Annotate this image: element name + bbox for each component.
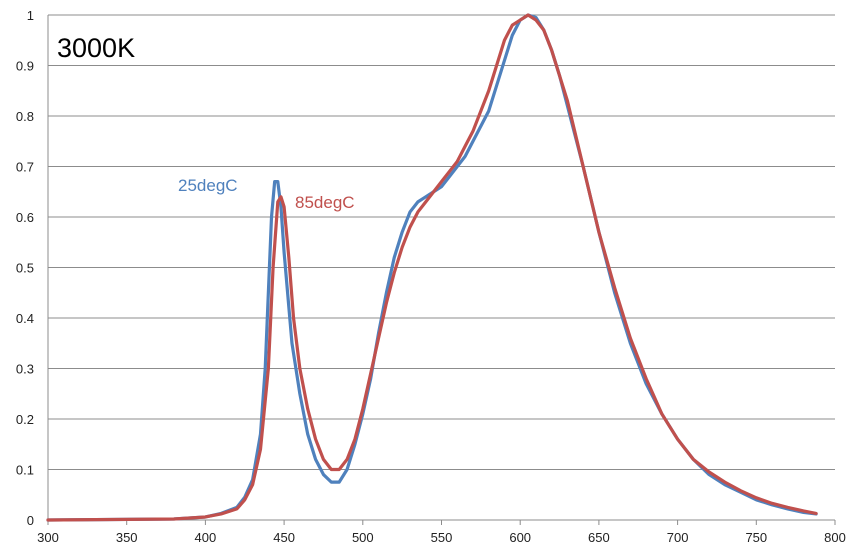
y-tick-label: 0.3: [16, 362, 34, 377]
series-line-85degc: [46, 13, 818, 522]
y-tick-label: 0.1: [16, 463, 34, 478]
x-tick-label: 600: [509, 530, 531, 545]
x-tick-label: 550: [431, 530, 453, 545]
chart-title: 3000K: [57, 33, 135, 63]
x-tick-label: 750: [745, 530, 767, 545]
y-tick-label: 0.5: [16, 261, 34, 276]
x-tick-label: 350: [116, 530, 138, 545]
x-tick-label: 300: [37, 530, 59, 545]
y-tick-label: 0.8: [16, 109, 34, 124]
x-tick-label: 800: [824, 530, 846, 545]
x-tick-label: 650: [588, 530, 610, 545]
x-tick-label: 450: [273, 530, 295, 545]
x-tick-label: 500: [352, 530, 374, 545]
x-tick-label: 400: [195, 530, 217, 545]
series-label-85degc: 85degC: [295, 193, 355, 212]
y-tick-label: 0.2: [16, 412, 34, 427]
y-tick-label: 0: [27, 513, 34, 528]
y-tick-label: 0.6: [16, 210, 34, 225]
series-label-25degc: 25degC: [178, 176, 238, 195]
data-series: [46, 13, 818, 522]
y-tick-label: 0.4: [16, 311, 34, 326]
x-tick-label: 700: [667, 530, 689, 545]
y-tick-label: 1: [27, 8, 34, 23]
tick-labels: 0 0.1 0.2 0.3 0.4 0.5 0.6 0.7 0.8 0.9 1 300 350 400 45…: [16, 8, 846, 545]
y-tick-label: 0.9: [16, 59, 34, 74]
gridlines: [48, 14, 835, 470]
y-tick-label: 0.7: [16, 160, 34, 175]
